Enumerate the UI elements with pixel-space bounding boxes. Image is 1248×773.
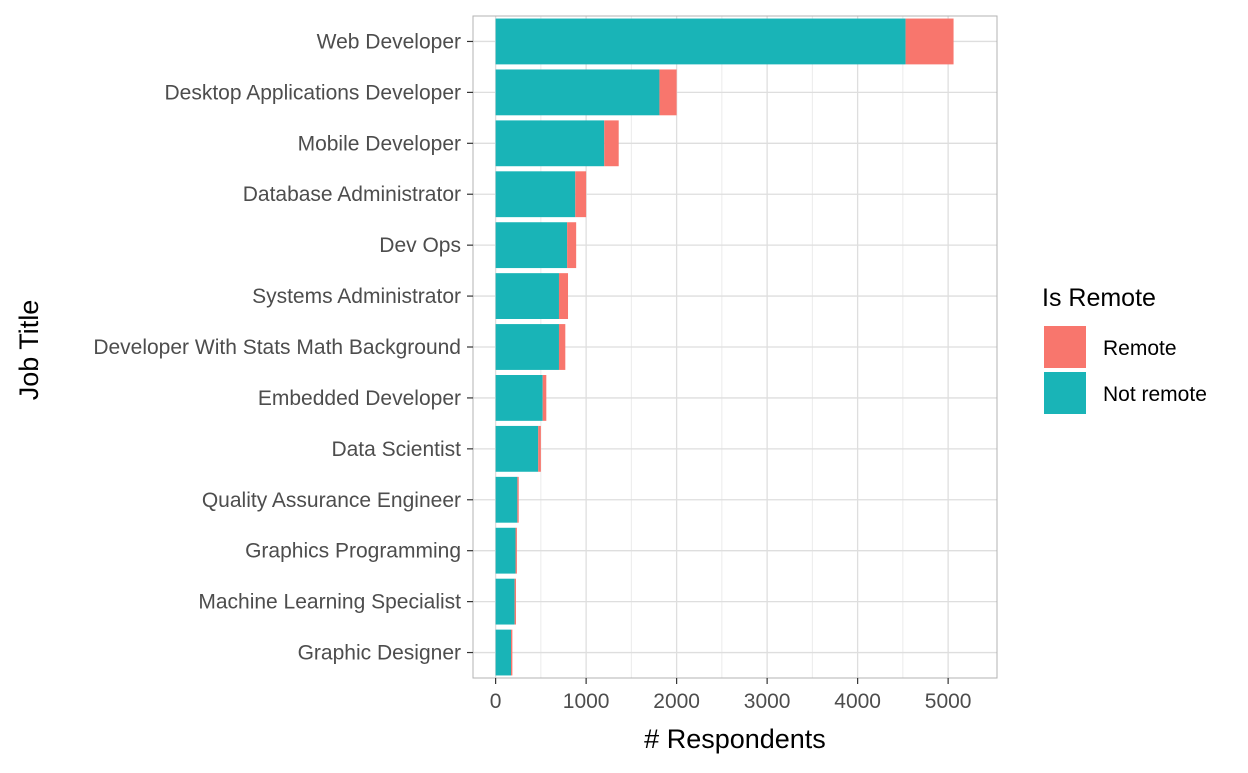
bar-remote — [604, 120, 619, 167]
y-tick-label: Graphics Programming — [245, 540, 461, 563]
y-tick-label: Machine Learning Specialist — [198, 591, 461, 614]
bar-remote — [567, 222, 577, 269]
legend-key — [1044, 326, 1086, 368]
bar-not-remote — [495, 69, 660, 116]
bar-not-remote — [495, 120, 605, 167]
legend-label: Remote — [1103, 337, 1177, 360]
bar-not-remote — [495, 425, 539, 472]
y-tick-label: Quality Assurance Engineer — [202, 489, 461, 512]
bar-not-remote — [495, 324, 559, 370]
x-axis: 0 1000 2000 3000 4000 5000 — [490, 678, 972, 713]
y-tick-label: Web Developer — [317, 30, 461, 53]
x-tick-label: 1000 — [563, 690, 610, 713]
x-axis-label: # Respondents — [644, 724, 826, 754]
bar-not-remote — [495, 18, 906, 65]
bar-remote — [905, 18, 954, 65]
y-axis: Web Developer Desktop Applications Develo… — [93, 30, 473, 665]
y-axis-label: Job Title — [14, 300, 44, 401]
y-tick-label: Embedded Developer — [258, 387, 461, 410]
bar-remote — [514, 578, 516, 625]
bar-not-remote — [495, 578, 515, 625]
bar-not-remote — [495, 527, 516, 574]
x-tick-label: 2000 — [653, 690, 700, 713]
x-tick-label: 3000 — [744, 690, 791, 713]
bar-remote — [542, 375, 547, 421]
y-tick-label: Data Scientist — [331, 438, 461, 461]
bar-not-remote — [495, 273, 559, 319]
y-tick-label: Developer With Stats Math Background — [93, 336, 461, 359]
bars — [495, 18, 954, 676]
bar-remote — [659, 69, 677, 116]
bar-remote — [517, 476, 519, 523]
bar-remote — [558, 273, 569, 319]
y-tick-label: Dev Ops — [379, 234, 461, 257]
y-tick-label: Systems Administrator — [252, 285, 461, 308]
bar-not-remote — [495, 222, 568, 269]
bar-not-remote — [495, 476, 518, 523]
legend-title: Is Remote — [1042, 284, 1156, 312]
y-tick-label: Desktop Applications Developer — [164, 81, 461, 104]
y-tick-label: Database Administrator — [243, 183, 461, 206]
y-tick-label: Mobile Developer — [298, 132, 461, 155]
y-tick-label: Graphic Designer — [298, 642, 461, 665]
bar-remote — [511, 629, 513, 676]
x-tick-label: 4000 — [834, 690, 881, 713]
legend: Is Remote Remote Not remote — [1042, 284, 1207, 414]
legend-label: Not remote — [1103, 383, 1207, 406]
bar-remote — [575, 171, 587, 218]
bar-not-remote — [495, 375, 543, 421]
x-tick-label: 5000 — [925, 690, 972, 713]
bar-not-remote — [495, 629, 512, 676]
bar-not-remote — [495, 171, 576, 218]
x-tick-label: 0 — [490, 690, 502, 713]
bar-remote — [515, 527, 517, 574]
legend-key — [1044, 372, 1086, 414]
bar-remote — [538, 425, 541, 472]
legend-items: Remote Not remote — [1044, 326, 1207, 414]
bar-remote — [558, 324, 566, 370]
